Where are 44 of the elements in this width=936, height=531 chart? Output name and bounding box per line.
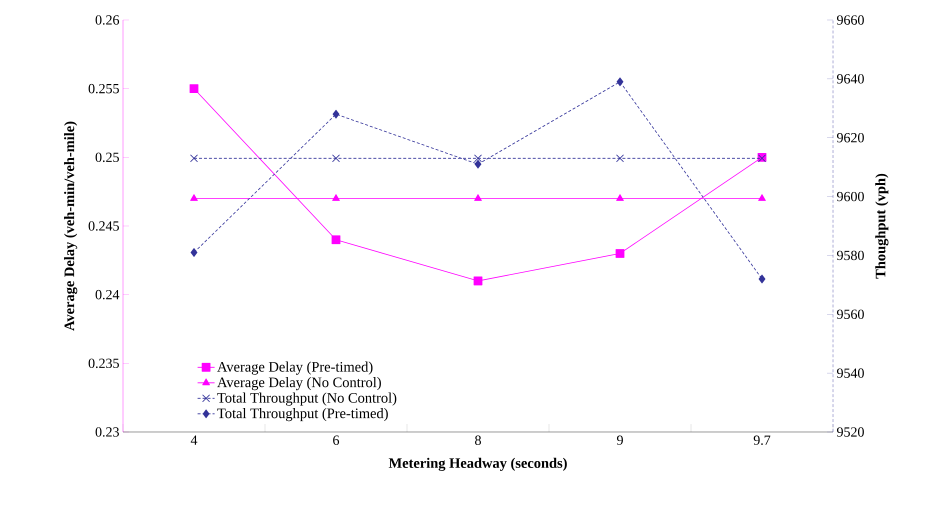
y2-tick-label: 9660 xyxy=(836,15,864,25)
point xyxy=(332,235,340,244)
point xyxy=(616,154,624,162)
y-axis-title: Average Delay (veh-min/veh-mile) xyxy=(64,122,78,331)
point xyxy=(474,276,482,286)
y-tick-label: 0.23 xyxy=(96,427,119,437)
y-tick-label: 0.26 xyxy=(96,15,120,25)
point xyxy=(758,274,766,284)
point xyxy=(474,160,482,169)
x-tick-label: 9 xyxy=(616,436,623,445)
point xyxy=(474,194,482,201)
point xyxy=(616,77,624,86)
y2-axis-title: Thoughput (vph) xyxy=(875,174,888,279)
y-tick-label: 0.24 xyxy=(96,290,120,300)
point xyxy=(332,110,340,119)
y2-tick-label: 9540 xyxy=(836,368,864,378)
point xyxy=(190,248,198,257)
legend-label: Total Throughput (Pre-timed) xyxy=(217,408,388,422)
x-axis-title: Metering Headway (seconds) xyxy=(388,458,567,471)
y-tick-label: 0.235 xyxy=(88,358,119,368)
y2-tick-label: 9520 xyxy=(836,427,864,437)
y-tick-label: 0.25 xyxy=(96,152,119,162)
point xyxy=(190,154,198,162)
point xyxy=(190,194,198,201)
y-tick-label: 0.255 xyxy=(88,84,119,94)
point xyxy=(332,194,340,201)
y2-tick-label: 9580 xyxy=(836,250,864,260)
point xyxy=(616,194,624,201)
y2-tick-label: 9600 xyxy=(836,192,864,202)
y2-tick-label: 9640 xyxy=(836,74,864,84)
x-tick-label: 9.7 xyxy=(754,436,770,445)
legend-label: Total Throughput (No Control) xyxy=(217,392,396,406)
y2-tick-label: 9560 xyxy=(836,310,864,319)
x-tick-label: 8 xyxy=(475,436,481,445)
point xyxy=(616,249,624,258)
x-tick-label: 6 xyxy=(333,436,340,445)
x-tick-label: 4 xyxy=(190,436,198,445)
point xyxy=(474,154,482,162)
point xyxy=(758,194,766,201)
legend-label: Average Delay (No Control) xyxy=(217,377,381,390)
y-tick-label: 0.245 xyxy=(88,221,119,231)
y2-tick-label: 9620 xyxy=(836,133,864,142)
legend-label: Average Delay (Pre-timed) xyxy=(217,362,373,375)
point xyxy=(332,154,340,162)
